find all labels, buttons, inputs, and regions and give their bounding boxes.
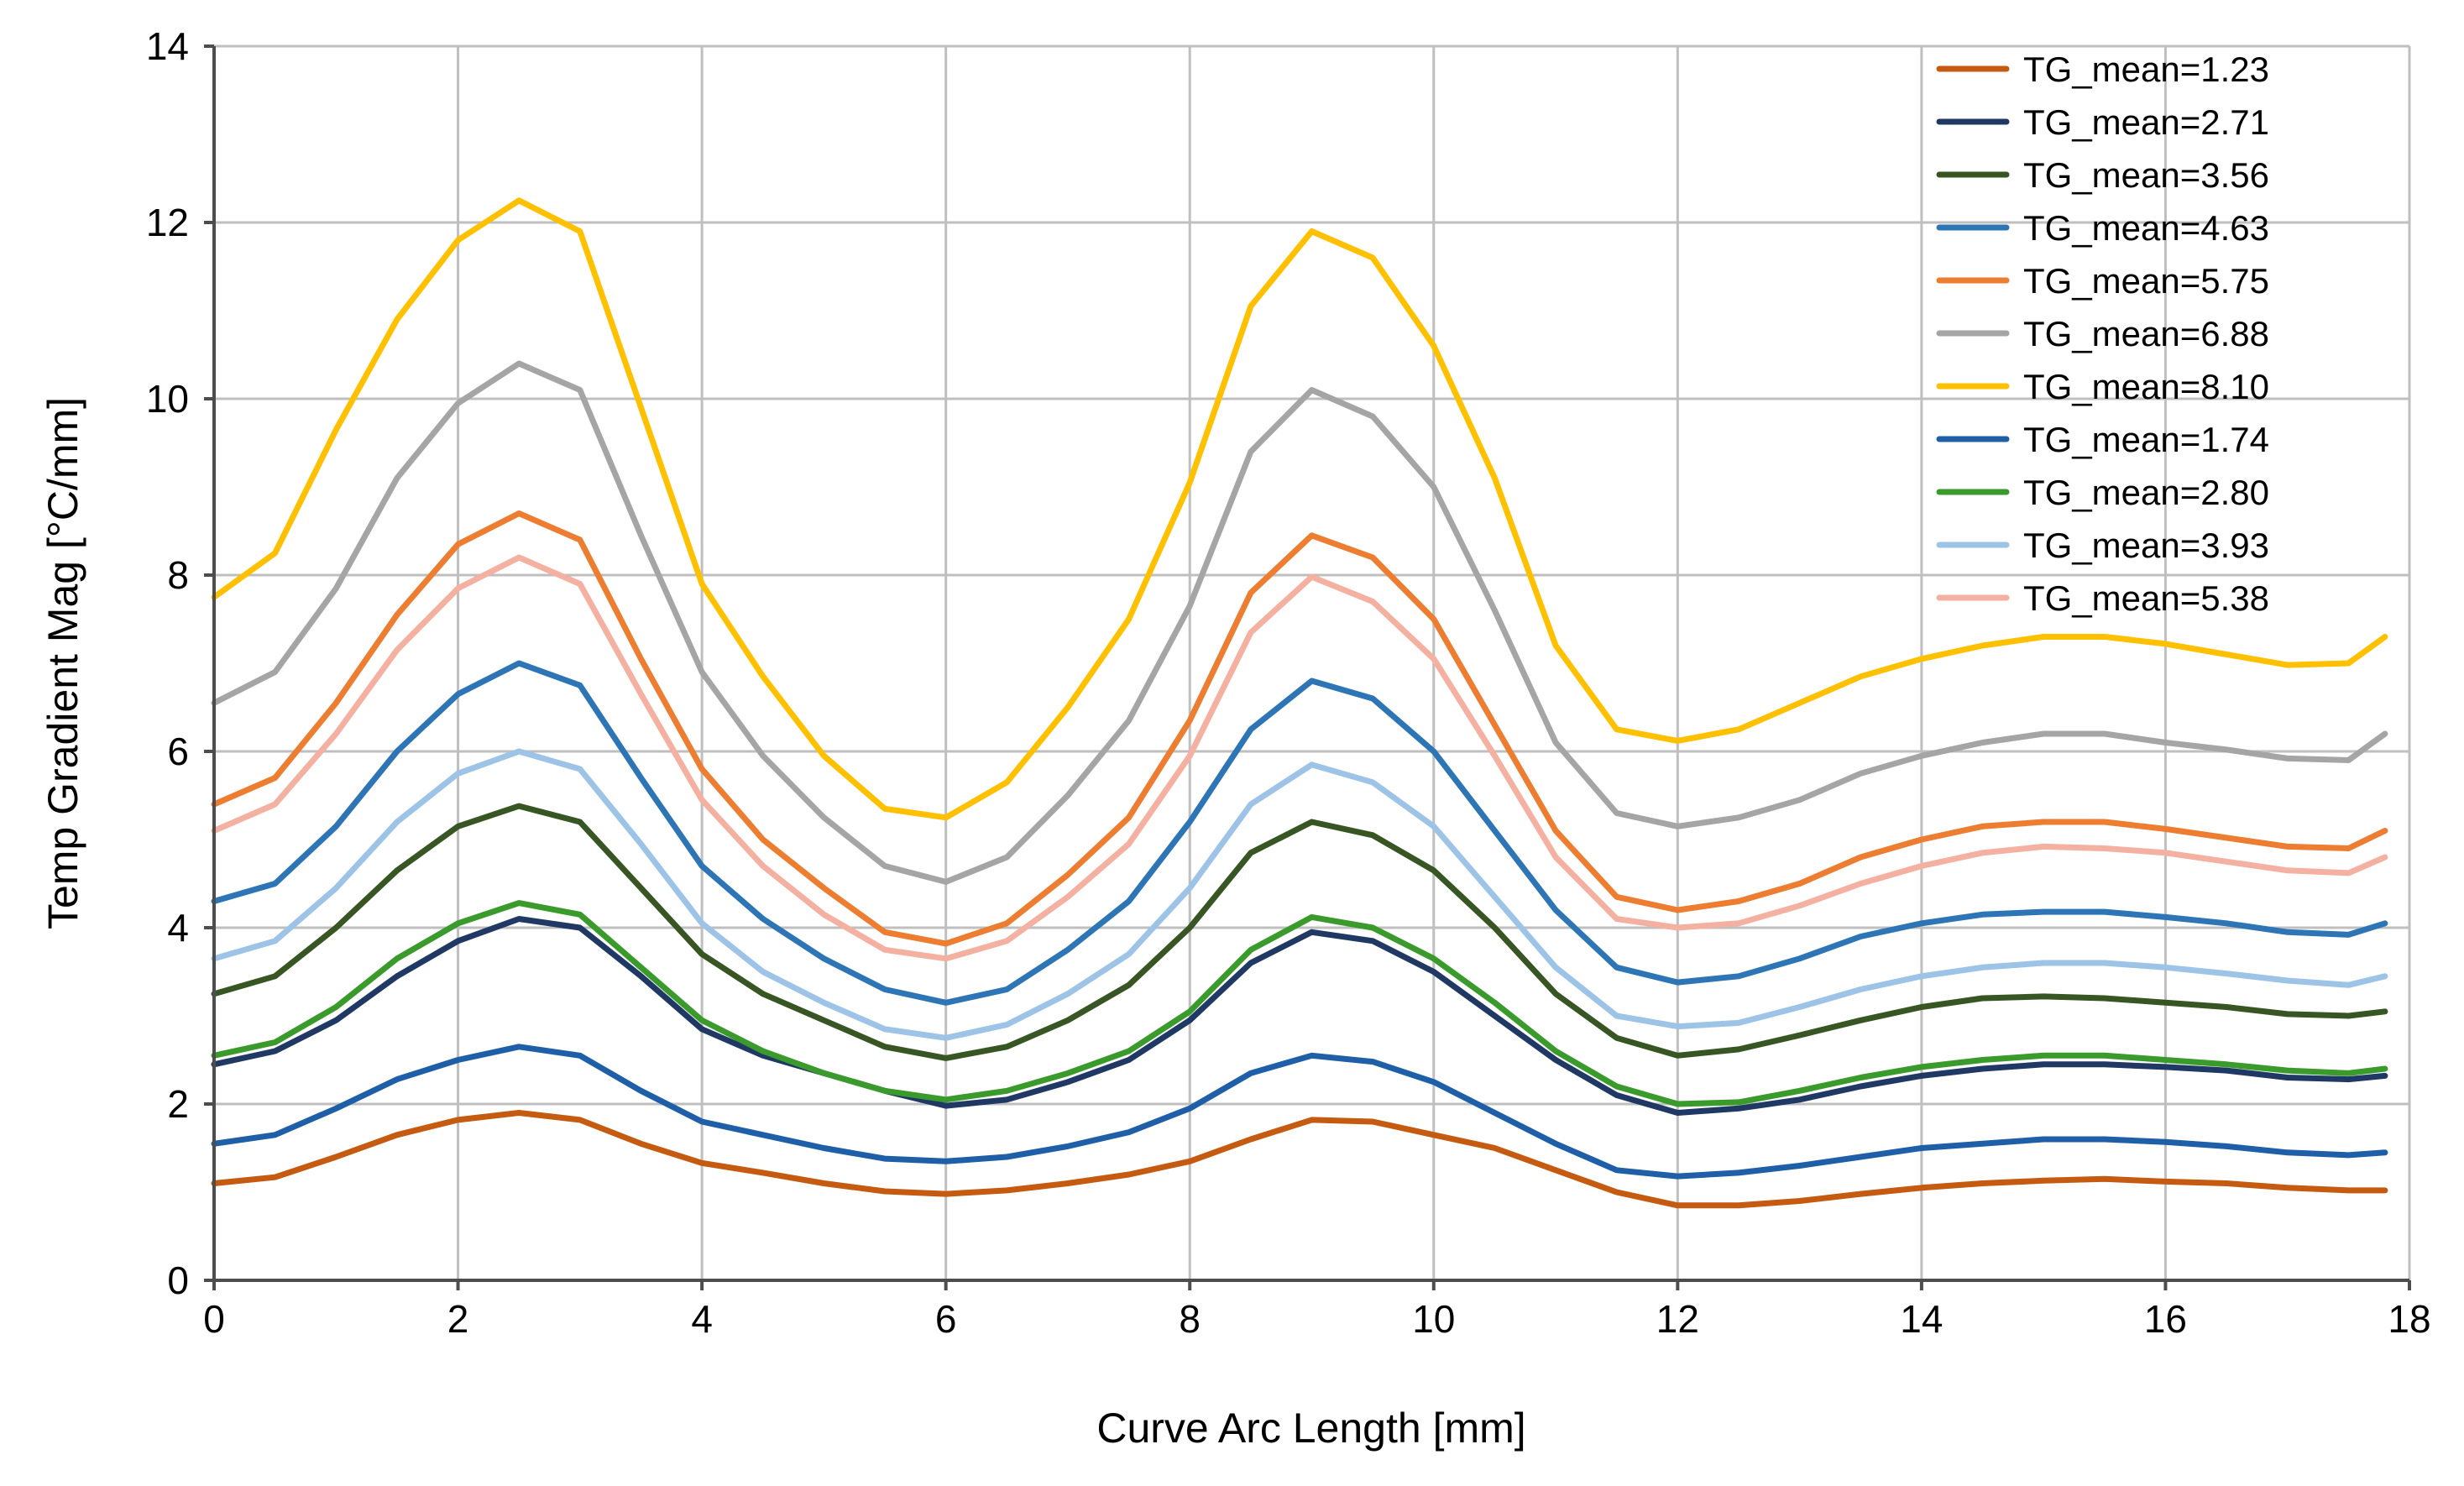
series-line-10: [211, 748, 2388, 1041]
x-tick-label: 0: [203, 1297, 225, 1341]
x-tick-label: 8: [1179, 1297, 1201, 1341]
x-tick-label: 6: [935, 1297, 957, 1341]
tick-labels: 0 2 4 6 8 10 12 14 16 18 0 2 4 6 8 10 12 14: [146, 24, 2431, 1341]
x-tick-label: 14: [1900, 1297, 1943, 1341]
y-tick-label: 10: [146, 377, 189, 421]
legend-label: TG_mean=8.10: [2023, 367, 2269, 406]
y-axis-title: Temp Gradient Mag [°C/mm]: [39, 397, 86, 929]
series-line-5: [211, 510, 2388, 947]
series-lines: [211, 197, 2388, 1209]
x-tick-label: 10: [1412, 1297, 1455, 1341]
legend-label: TG_mean=5.75: [2023, 261, 2269, 301]
y-tick-label: 12: [146, 201, 189, 244]
series-line-8: [211, 1044, 2388, 1180]
legend-label: TG_mean=4.63: [2023, 208, 2269, 248]
y-tick-label: 4: [167, 906, 189, 950]
series-line-11: [211, 554, 2388, 962]
series-line-6: [211, 360, 2388, 885]
legend-label: TG_mean=3.93: [2023, 526, 2269, 565]
x-tick-label: 4: [691, 1297, 713, 1341]
legend: TG_mean=1.23 TG_mean=2.71 TG_mean=3.56 TG_m…: [1936, 50, 2269, 618]
legend-label: TG_mean=2.80: [2023, 473, 2269, 512]
series-line-2: [211, 916, 2388, 1116]
series-line-7: [211, 197, 2388, 821]
x-tick-label: 2: [447, 1297, 469, 1341]
legend-label: TG_mean=2.71: [2023, 102, 2269, 142]
x-axis-title: Curve Arc Length [mm]: [1096, 1405, 1525, 1452]
y-tick-label: 14: [146, 24, 189, 68]
axes: [212, 46, 2409, 1282]
series-line-1: [211, 1110, 2388, 1209]
y-tick-label: 0: [167, 1258, 189, 1302]
series-line-4: [211, 660, 2388, 1006]
x-tick-label: 18: [2388, 1297, 2430, 1341]
y-tick-label: 6: [167, 730, 189, 773]
y-tick-label: 8: [167, 553, 189, 597]
series-line-9: [211, 900, 2388, 1107]
x-tick-label: 16: [2144, 1297, 2187, 1341]
legend-label: TG_mean=3.56: [2023, 155, 2269, 195]
legend-label: TG_mean=5.38: [2023, 578, 2269, 618]
y-tick-label: 2: [167, 1082, 189, 1126]
legend-label: TG_mean=6.88: [2023, 314, 2269, 353]
x-tick-label: 12: [1656, 1297, 1699, 1341]
series-line-3: [211, 803, 2388, 1061]
legend-label: TG_mean=1.74: [2023, 420, 2269, 459]
legend-label: TG_mean=1.23: [2023, 50, 2269, 89]
